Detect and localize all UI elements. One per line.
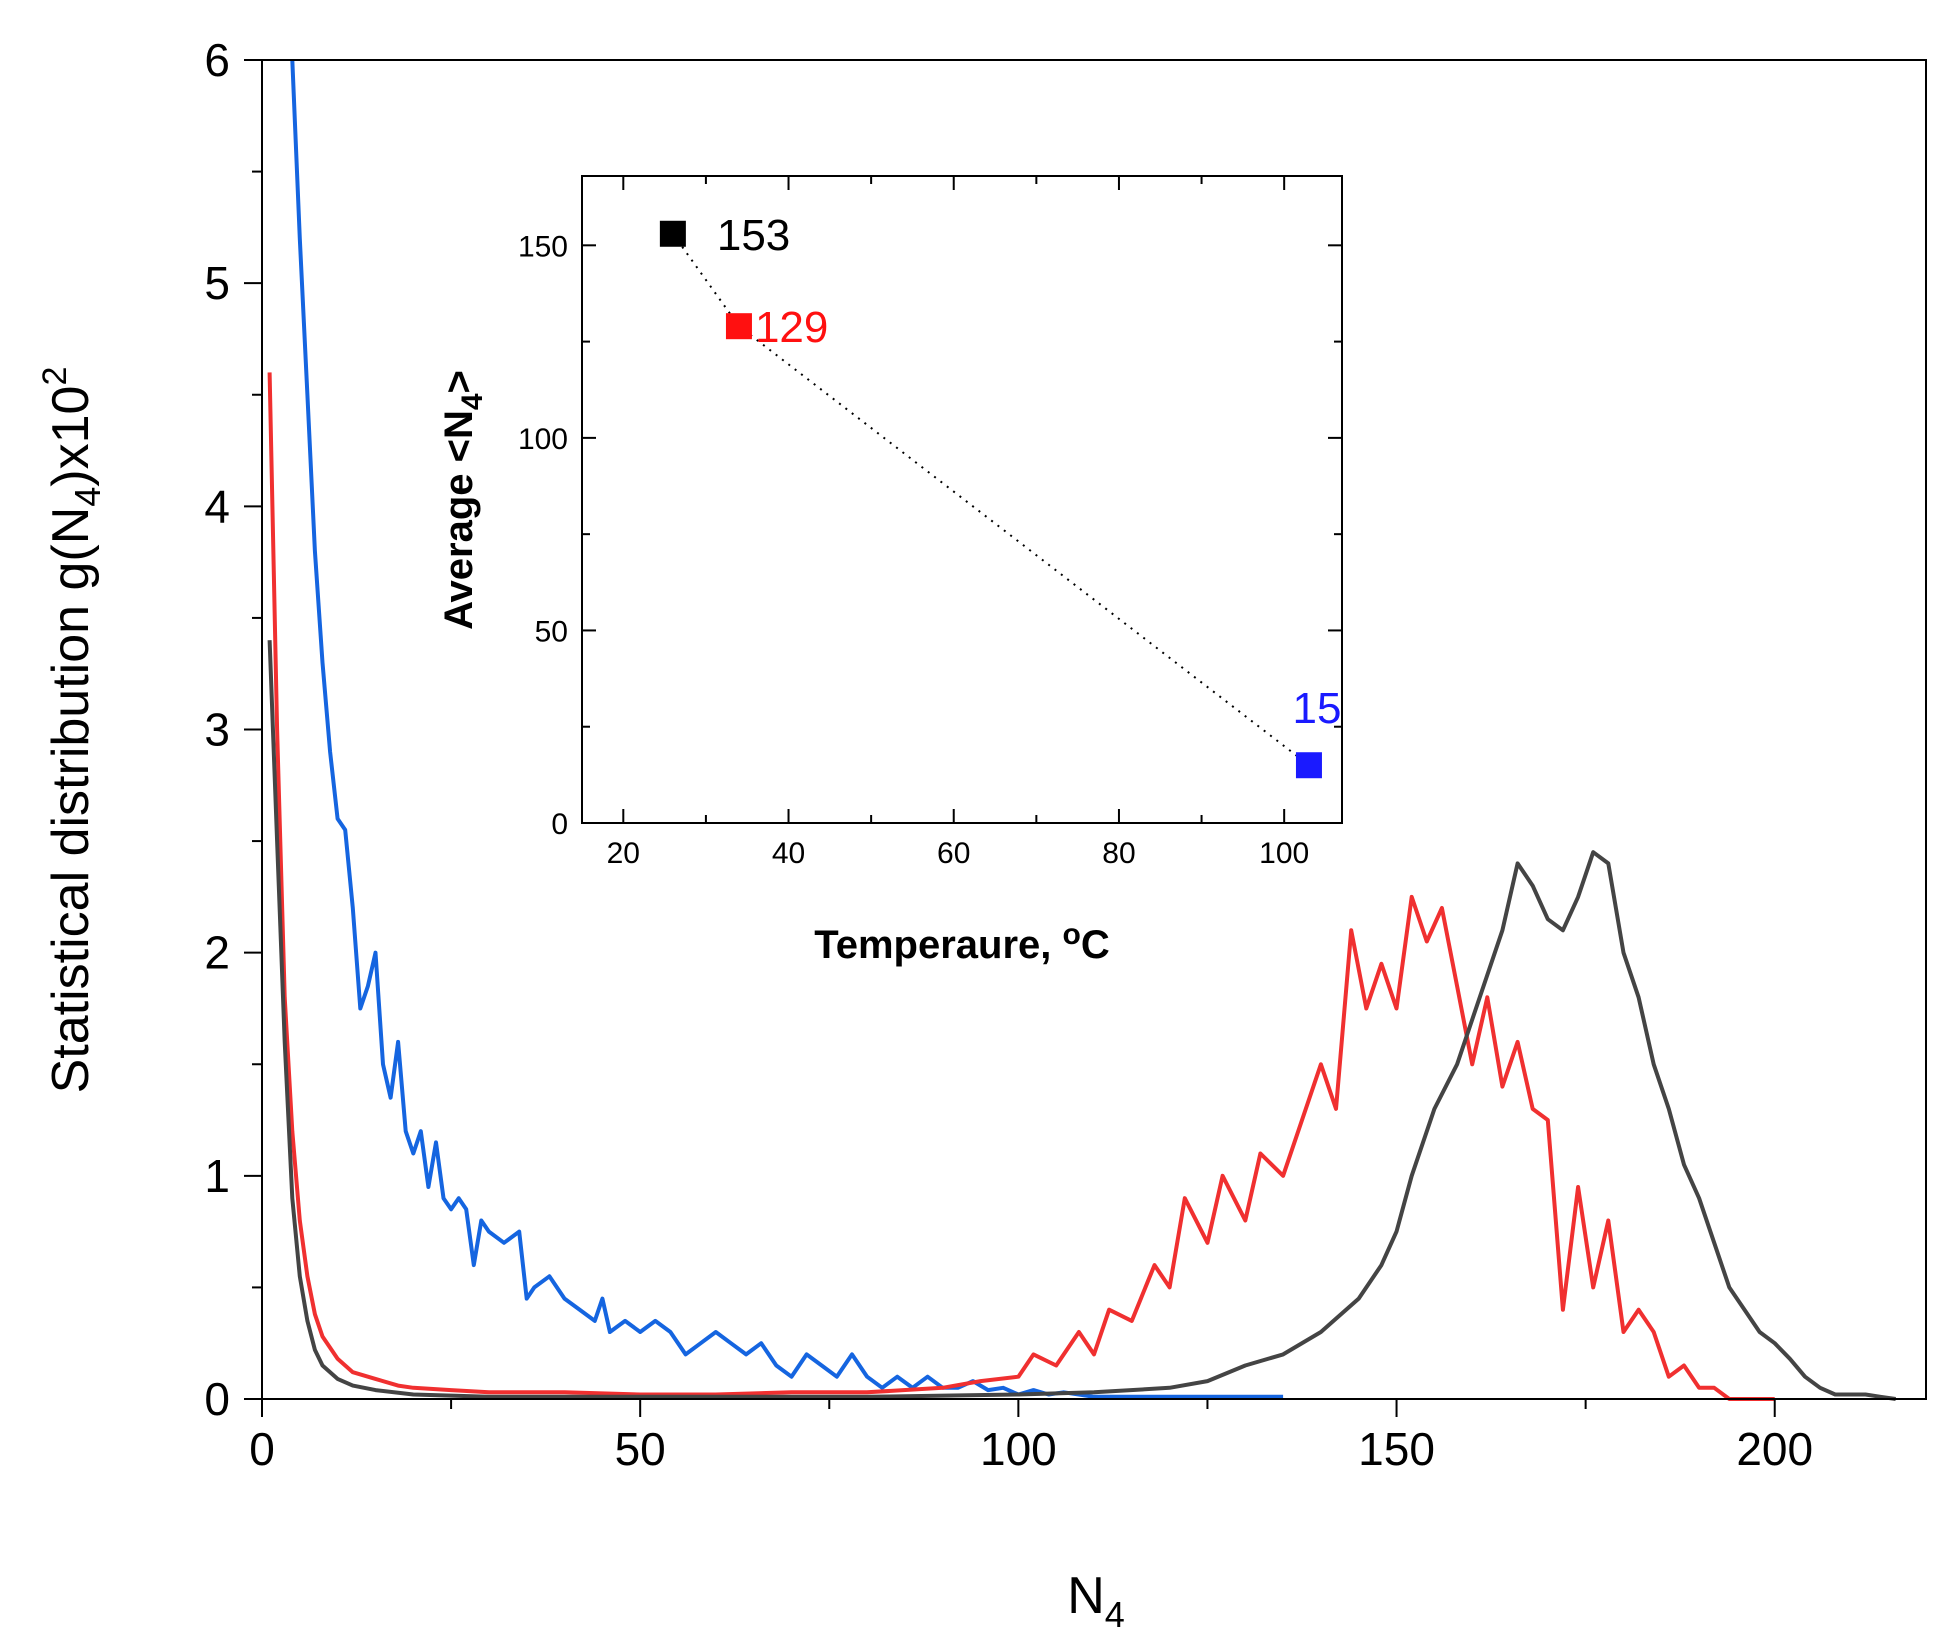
main-y-axis-title-sub: 4 [67, 487, 108, 507]
main-x-axis-title-base: N [1067, 1567, 1105, 1625]
y-tick-label-3: 3 [204, 704, 230, 756]
inset-y-axis-title-prefix: Average <N [437, 410, 481, 630]
main-x-axis-title-sub: 4 [1105, 1594, 1125, 1635]
inset-point-label-129: 129 [755, 303, 828, 352]
inset-y-tick-label-150: 150 [518, 230, 568, 263]
inset-point-153 [659, 220, 686, 247]
inset-point-129 [725, 313, 752, 340]
series-line-red [267, 372, 1775, 1401]
inset-x-tick-label-60: 60 [937, 837, 970, 870]
inset-x-axis-title: Temperaure, oC [814, 918, 1109, 967]
inset-x-tick-label-80: 80 [1102, 837, 1135, 870]
inset-y-tick-label-0: 0 [551, 808, 568, 841]
inset-point-label-15: 15 [1292, 684, 1341, 733]
inset-y-axis-title-sub: 4 [456, 393, 489, 410]
inset-x-axis-title-unit-sup: o [1063, 918, 1081, 951]
inset-y-tick-label-100: 100 [518, 423, 568, 456]
x-tick-label-0: 0 [249, 1423, 275, 1475]
y-tick-label-5: 5 [204, 257, 230, 309]
y-tick-label-0: 0 [204, 1373, 230, 1425]
main-y-axis-title: Statistical distribution g(N4)x102 [36, 367, 108, 1094]
x-tick-label-100: 100 [980, 1423, 1057, 1475]
inset-x-axis-title-unit-base: C [1081, 923, 1110, 967]
inset-points: 153 129 15 [659, 211, 1341, 779]
y-tick-label-6: 6 [204, 34, 230, 86]
x-tick-label-200: 200 [1736, 1423, 1813, 1475]
main-x-axis-title: N4 [1067, 1567, 1125, 1635]
main-axis-ticks [244, 59, 1776, 1417]
y-tick-label-1: 1 [204, 1150, 230, 1202]
y-tick-label-4: 4 [204, 480, 230, 532]
inset-plot-frame [581, 175, 1343, 824]
x-tick-label-150: 150 [1358, 1423, 1435, 1475]
main-plot-frame [261, 59, 1927, 1400]
series-line-black [267, 640, 1896, 1401]
inset-point-15 [1295, 752, 1322, 779]
inset-point-label-153: 153 [717, 211, 790, 260]
main-y-axis-title-prefix: Statistical distribution g(N [42, 507, 100, 1094]
inset-background [582, 176, 1342, 823]
inset-y-tick-label-50: 50 [535, 615, 568, 648]
main-y-axis-title-mid: )x10 [42, 386, 100, 487]
main-y-axis-title-sup: 2 [36, 367, 74, 386]
y-tick-label-2: 2 [204, 927, 230, 979]
inset-x-tick-label-20: 20 [607, 837, 640, 870]
series-line-blue [290, 59, 1284, 1399]
inset-y-axis-title-suffix: > [437, 370, 481, 393]
inset-tick-labels: 20 40 60 80 100 0 50 100 150 [518, 230, 1309, 870]
inset-x-axis-title-text: Temperaure, [814, 923, 1062, 967]
main-series-group [267, 59, 1896, 1401]
inset-x-tick-label-40: 40 [772, 837, 805, 870]
inset-y-axis-title: Average <N4> [437, 370, 489, 630]
x-tick-label-50: 50 [615, 1423, 666, 1475]
inset-x-tick-label-100: 100 [1259, 837, 1309, 870]
inset-chart: 20 40 60 80 100 0 50 100 150 153 129 15 Temperaure… [437, 175, 1343, 967]
